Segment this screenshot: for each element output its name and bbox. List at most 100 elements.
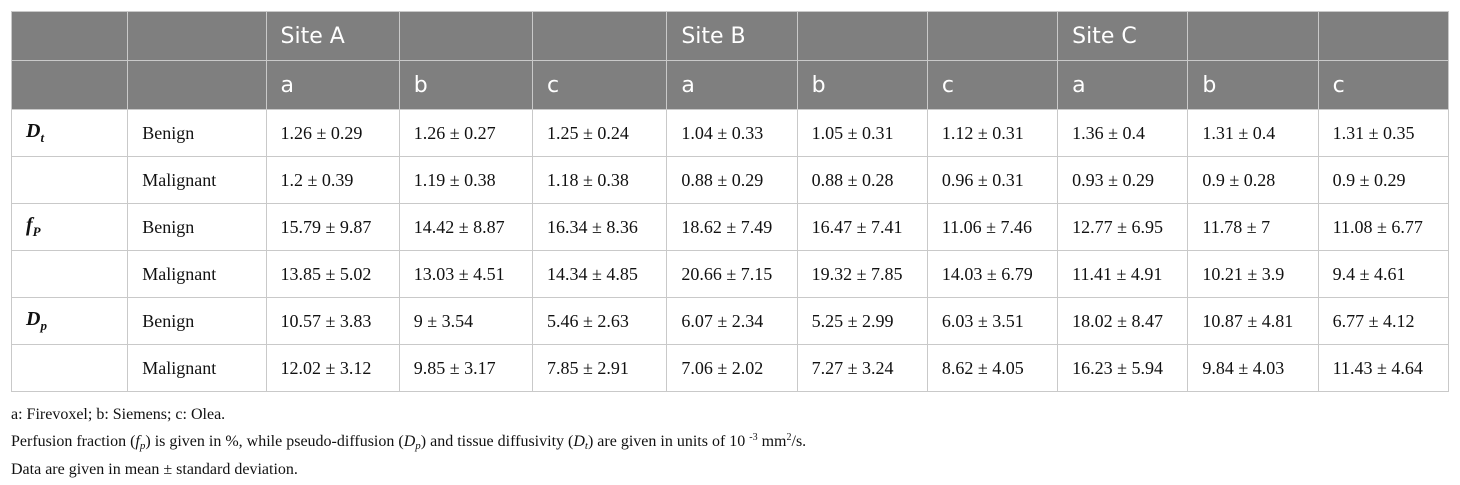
footnote-text: ) and tissue diffusivity ( <box>420 433 574 450</box>
value-cell: 12.77 ± 6.95 <box>1057 203 1189 251</box>
value-cell: 9 ± 3.54 <box>398 297 534 345</box>
footnote-subscript: p <box>415 440 421 452</box>
value-cell: 0.96 ± 0.31 <box>926 156 1059 204</box>
value-cell: 11.78 ± 7 <box>1187 203 1319 251</box>
parameter-symbol: D <box>26 308 41 330</box>
value-cell: 0.88 ± 0.28 <box>796 156 928 204</box>
value-cell: 10.87 ± 4.81 <box>1187 297 1319 345</box>
site-header-cell <box>532 11 668 61</box>
table-row: Dp Benign 10.57 ± 3.83 9 ± 3.54 5.46 ± 2.63 6… <box>10 297 1450 345</box>
value-cell: 11.06 ± 7.46 <box>926 203 1059 251</box>
value-cell: 0.9 ± 0.29 <box>1317 156 1450 204</box>
method-header-cell: c <box>1317 60 1450 110</box>
table-row: Malignant 12.02 ± 3.12 9.85 ± 3.17 7.85 ± 2… <box>10 344 1450 392</box>
footnote-text: ) are given in units of 10 <box>587 433 750 450</box>
footnote-text: Perfusion fraction ( <box>11 433 136 450</box>
footnote-text: /s. <box>791 433 807 450</box>
value-cell: 5.25 ± 2.99 <box>796 297 928 345</box>
value-cell: 1.12 ± 0.31 <box>926 109 1059 157</box>
group-cell: Benign <box>127 203 267 251</box>
value-cell: 12.02 ± 3.12 <box>265 344 400 392</box>
value-cell: 14.42 ± 8.87 <box>398 203 534 251</box>
footnote-units: Perfusion fraction (fp) is given in %, w… <box>11 426 806 458</box>
group-cell: Malignant <box>127 250 267 298</box>
value-cell: 11.08 ± 6.77 <box>1317 203 1450 251</box>
corner-cell <box>10 60 129 110</box>
value-cell: 10.57 ± 3.83 <box>265 297 400 345</box>
value-cell: 0.9 ± 0.28 <box>1187 156 1319 204</box>
table-row: Dt Benign 1.26 ± 0.29 1.26 ± 0.27 1.25 ± 0.2… <box>10 109 1450 157</box>
value-cell: 13.03 ± 4.51 <box>398 250 534 298</box>
table-body: Dt Benign 1.26 ± 0.29 1.26 ± 0.27 1.25 ± 0.2… <box>10 109 1450 392</box>
footnote-exponent: 2 <box>786 432 792 443</box>
value-cell: 14.03 ± 6.79 <box>926 250 1059 298</box>
value-cell: 7.06 ± 2.02 <box>666 344 798 392</box>
parameter-cell <box>10 156 129 204</box>
value-cell: 5.46 ± 2.63 <box>532 297 668 345</box>
value-cell: 1.36 ± 0.4 <box>1057 109 1189 157</box>
footnote-data-format: Data are given in mean ± standard deviat… <box>11 461 298 478</box>
value-cell: 0.88 ± 0.29 <box>666 156 798 204</box>
method-header-cell: c <box>532 60 668 110</box>
footnote-subscript: t <box>584 440 588 452</box>
value-cell: 11.43 ± 4.64 <box>1317 344 1450 392</box>
value-cell: 10.21 ± 3.9 <box>1187 250 1319 298</box>
value-cell: 6.07 ± 2.34 <box>666 297 798 345</box>
footnote-abbreviations: a: Firevoxel; b: Siemens; c: Olea. <box>11 406 226 423</box>
site-header-cell: Site B <box>666 11 798 61</box>
method-header-cell: b <box>1187 60 1319 110</box>
value-cell: 6.77 ± 4.12 <box>1317 297 1450 345</box>
value-cell: 6.03 ± 3.51 <box>926 297 1059 345</box>
parameter-cell: Dp <box>10 297 129 345</box>
value-cell: 1.05 ± 0.31 <box>796 109 928 157</box>
method-header-cell: b <box>796 60 928 110</box>
value-cell: 1.04 ± 0.33 <box>666 109 798 157</box>
value-cell: 8.62 ± 4.05 <box>926 344 1059 392</box>
method-header-cell: b <box>398 60 534 110</box>
site-header-row: Site A Site B Site C <box>10 11 1450 61</box>
table-footnotes: a: Firevoxel; b: Siemens; c: Olea. Perfu… <box>11 403 806 481</box>
value-cell: 1.31 ± 0.4 <box>1187 109 1319 157</box>
site-header-cell: Site A <box>265 11 400 61</box>
group-cell: Benign <box>127 297 267 345</box>
value-cell: 1.19 ± 0.38 <box>398 156 534 204</box>
value-cell: 16.47 ± 7.41 <box>796 203 928 251</box>
site-header-cell: Site C <box>1057 11 1189 61</box>
method-header-cell: a <box>666 60 798 110</box>
value-cell: 16.34 ± 8.36 <box>532 203 668 251</box>
value-cell: 19.32 ± 7.85 <box>796 250 928 298</box>
footnote-exponent: -3 <box>749 432 758 443</box>
value-cell: 1.2 ± 0.39 <box>265 156 400 204</box>
site-header-cell <box>926 11 1059 61</box>
group-cell: Benign <box>127 109 267 157</box>
value-cell: 9.84 ± 4.03 <box>1187 344 1319 392</box>
site-header-cell <box>1187 11 1319 61</box>
value-cell: 14.34 ± 4.85 <box>532 250 668 298</box>
footnote-text: ) is given in %, while pseudo-diffusion … <box>145 433 404 450</box>
value-cell: 1.18 ± 0.38 <box>532 156 668 204</box>
table-row: fP Benign 15.79 ± 9.87 14.42 ± 8.87 16.34 ± … <box>10 203 1450 251</box>
corner-cell <box>127 60 267 110</box>
parameter-cell <box>10 250 129 298</box>
value-cell: 13.85 ± 5.02 <box>265 250 400 298</box>
parameter-subscript: p <box>40 318 47 333</box>
footnote-symbol: D <box>573 433 585 450</box>
value-cell: 15.79 ± 9.87 <box>265 203 400 251</box>
parameter-symbol: D <box>26 120 41 142</box>
footnote-text: mm <box>757 433 787 450</box>
value-cell: 18.02 ± 8.47 <box>1057 297 1189 345</box>
value-cell: 18.62 ± 7.49 <box>666 203 798 251</box>
site-header-cell <box>1317 11 1450 61</box>
parameter-subscript: P <box>32 224 41 239</box>
group-cell: Malignant <box>127 344 267 392</box>
parameter-cell: Dt <box>10 109 129 157</box>
value-cell: 1.26 ± 0.29 <box>265 109 400 157</box>
group-cell: Malignant <box>127 156 267 204</box>
parameter-cell: fP <box>10 203 129 251</box>
value-cell: 0.93 ± 0.29 <box>1057 156 1189 204</box>
value-cell: 1.26 ± 0.27 <box>398 109 534 157</box>
site-header-cell <box>796 11 928 61</box>
method-header-cell: a <box>265 60 400 110</box>
